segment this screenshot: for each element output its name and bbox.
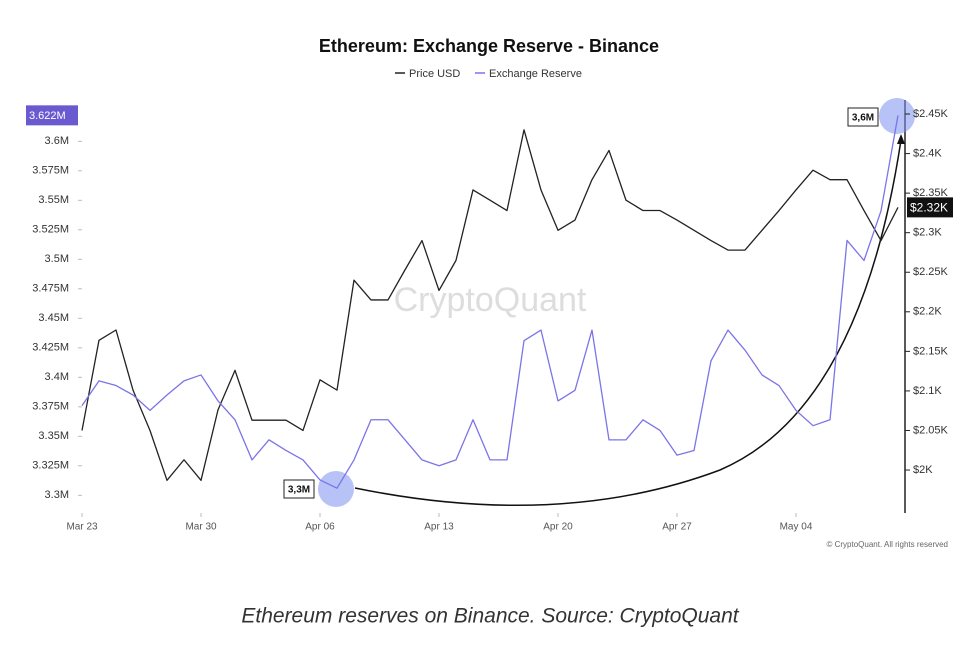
y2-tick-label: $2.1K	[913, 385, 942, 397]
y-tick-label: 3.325M	[32, 460, 69, 472]
x-tick-label: Apr 06	[305, 522, 335, 533]
y2-current-tag	[907, 197, 953, 218]
series-line	[81, 115, 899, 489]
x-tick-label: Mar 30	[185, 522, 217, 533]
annotation-label: 3,6M	[852, 113, 874, 124]
y2-tick-label: $2.35K	[913, 187, 949, 199]
x-tick-label: Mar 23	[66, 522, 98, 533]
x-tick-label: Apr 27	[662, 522, 692, 533]
y2-tick-label: $2.4K	[913, 147, 942, 159]
y-tick-label: 3.55M	[38, 194, 69, 206]
y-tick-label: 3.5M	[45, 253, 69, 265]
y-tick-label: 3.425M	[32, 342, 69, 354]
y-tick-label: 3.4M	[45, 371, 69, 383]
y2-tick-label: $2.15K	[913, 345, 949, 357]
y-current-tag	[26, 105, 78, 126]
y-current-label: 3.622M	[29, 110, 66, 122]
y2-tick-label: $2.2K	[913, 306, 942, 318]
y2-tick-label: $2.05K	[913, 424, 949, 436]
highlight-circle	[318, 471, 354, 507]
y-tick-label: 3.375M	[32, 401, 69, 413]
y-tick-label: 3.475M	[32, 283, 69, 295]
watermark: CryptoQuant	[394, 281, 587, 319]
y2-tick-label: $2.3K	[913, 227, 942, 239]
y-tick-label: 3.575M	[32, 165, 69, 177]
chart-title: Ethereum: Exchange Reserve - Binance	[319, 36, 659, 56]
series-line	[81, 129, 899, 481]
y-tick-label: 3.6M	[45, 135, 69, 147]
annotation-box	[283, 479, 315, 499]
annotation-label: 3,3M	[288, 485, 310, 496]
credit: © CryptoQuant. All rights reserved	[827, 540, 949, 549]
x-tick-label: May 04	[780, 522, 813, 533]
legend-label: Exchange Reserve	[489, 68, 582, 80]
highlight-circle	[879, 98, 915, 134]
y2-tick-label: $2K	[913, 464, 933, 476]
y2-tick-label: $2.25K	[913, 266, 949, 278]
legend-label: Price USD	[409, 68, 460, 80]
y-tick-label: 3.35M	[38, 430, 69, 442]
x-tick-label: Apr 13	[424, 522, 454, 533]
y2-current-label: $2.32K	[910, 201, 948, 215]
x-tick-label: Apr 20	[543, 522, 573, 533]
y-tick-label: 3.525M	[32, 224, 69, 236]
y2-tick-label: $2.45K	[913, 108, 949, 120]
annotation-box	[847, 107, 879, 127]
trend-arc	[354, 139, 902, 507]
y-tick-label: 3.45M	[38, 312, 69, 324]
arrow-head	[897, 134, 905, 144]
y-tick-label: 3.3M	[45, 489, 69, 501]
caption: Ethereum reserves on Binance. Source: Cr…	[241, 605, 739, 628]
